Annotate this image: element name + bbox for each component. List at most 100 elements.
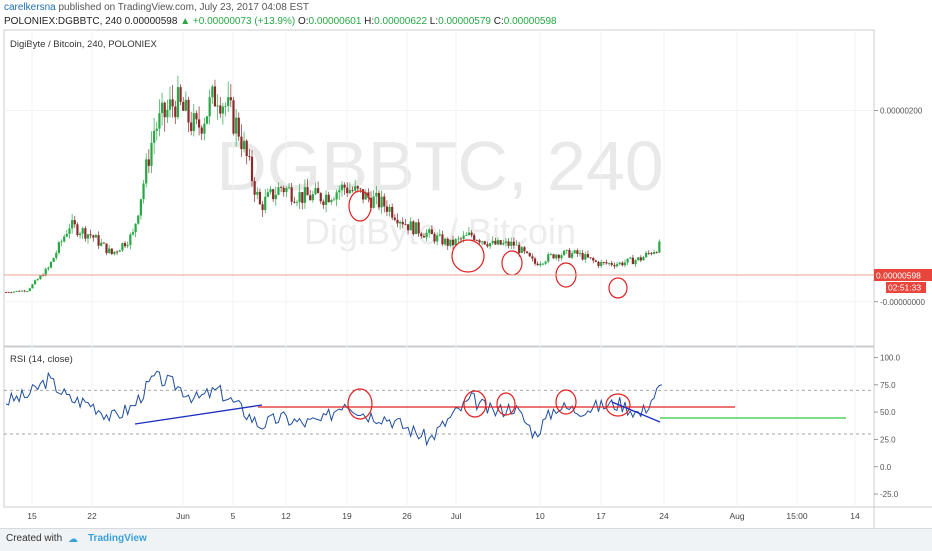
candle-body xyxy=(581,252,584,260)
candle-body xyxy=(518,244,521,253)
price-pane[interactable] xyxy=(3,29,875,347)
candle-body xyxy=(340,184,344,191)
candle-body xyxy=(338,190,341,193)
candle-body xyxy=(592,257,595,261)
candle-body xyxy=(457,238,460,240)
candle-body xyxy=(552,254,555,259)
candle-body xyxy=(443,238,447,245)
candle-body xyxy=(311,194,314,201)
candle-body xyxy=(486,244,489,247)
time-tick-label: Jul xyxy=(451,511,462,521)
candle-body xyxy=(142,183,145,200)
candle-body xyxy=(121,243,124,251)
candle-body xyxy=(433,234,436,242)
candle-body xyxy=(139,199,143,216)
candle-body xyxy=(568,249,571,258)
symbol-info: POLONIEX:DGBBTC, 240 0.00000598 ▲ +0.000… xyxy=(4,16,557,27)
rsi-uptrend-line xyxy=(134,404,263,425)
candle-body xyxy=(219,105,222,114)
candle-body xyxy=(102,242,105,244)
time-tick-label: 5 xyxy=(231,511,236,521)
price-circle-annotation xyxy=(348,190,372,222)
rsi-circle-annotation xyxy=(605,393,631,417)
candle-body xyxy=(613,264,616,267)
high-label: H: xyxy=(364,16,375,27)
candle-body xyxy=(586,254,590,258)
rsi-circle-annotation xyxy=(555,389,577,415)
candle-body xyxy=(459,238,463,240)
candle-body xyxy=(327,194,330,203)
rsi-circle-annotation xyxy=(463,390,487,418)
candle-body xyxy=(282,187,285,193)
candle-body xyxy=(166,109,169,118)
price-legend: DigiByte / Bitcoin, 240, POLONIEX xyxy=(10,39,157,50)
candle-body xyxy=(39,275,42,280)
time-tick-label: 19 xyxy=(342,511,352,521)
candle-body xyxy=(515,244,518,246)
candle-body xyxy=(388,207,391,212)
candle-body xyxy=(145,159,148,184)
candle-body xyxy=(86,234,90,239)
candle-body xyxy=(364,192,367,200)
candle-body xyxy=(470,232,473,236)
candle-body xyxy=(539,263,542,266)
candle-body xyxy=(274,194,277,200)
candle-body xyxy=(504,241,508,243)
candle-body xyxy=(224,105,227,107)
open-value: 0.00000601 xyxy=(308,16,362,27)
candle-body xyxy=(18,290,21,292)
candle-body xyxy=(647,252,650,254)
candle-body xyxy=(570,253,574,258)
candle-body xyxy=(89,234,92,236)
symbol-line: POLONIEX:DGBBTC, 240 0.00000598 xyxy=(4,16,178,27)
candle-body xyxy=(253,181,256,195)
candle-body xyxy=(171,99,174,107)
time-axis[interactable]: 15 22 Jun 5 12 19 26 Jul 10 17 24 Aug 15:00 14 xyxy=(27,511,860,521)
candle-body xyxy=(63,236,66,242)
candle-body xyxy=(100,242,103,246)
rsi-tick-label: 0.0 xyxy=(880,463,892,472)
tradingview-brand-link[interactable]: TradingView xyxy=(88,533,147,544)
candle-body xyxy=(401,221,404,225)
candle-body xyxy=(301,192,304,203)
candle-body xyxy=(213,86,217,107)
candle-body xyxy=(393,217,396,220)
author-link[interactable]: carelkersna xyxy=(4,2,56,13)
candle-body xyxy=(163,102,166,118)
candle-body xyxy=(203,123,206,134)
candle-body xyxy=(285,187,288,193)
candle-body xyxy=(436,235,439,242)
candle-body xyxy=(658,241,661,253)
rsi-axis[interactable]: 100.0 75.0 50.0 25.0 0.0 -25.0 xyxy=(874,353,901,499)
price-tick-label: -0.00000000 xyxy=(880,298,925,307)
candle-body xyxy=(10,292,13,294)
candle-body xyxy=(250,156,254,182)
candle-body xyxy=(637,257,640,261)
candle-body xyxy=(610,263,613,265)
candle-body xyxy=(150,142,153,166)
tradingview-cloud-icon[interactable]: ☁ xyxy=(68,534,78,545)
candle-body xyxy=(351,190,354,191)
rsi-tick-label: 75.0 xyxy=(880,381,896,390)
candle-body xyxy=(523,247,526,252)
candle-body xyxy=(380,196,383,208)
price-circle-annotation xyxy=(608,277,628,299)
price-tick-label: 0.00000200 xyxy=(880,107,923,116)
rsi-circle-annotation xyxy=(347,388,373,420)
candle-body xyxy=(494,240,497,245)
candle-body xyxy=(607,263,611,264)
time-tick-label: 26 xyxy=(402,511,412,521)
candle-body xyxy=(406,224,410,231)
publish-info: carelkersna published on TradingView.com… xyxy=(4,2,309,13)
candle-body xyxy=(645,252,648,258)
candle-body xyxy=(197,119,201,128)
price-axis[interactable]: 0.000028000.000026000.000024000.00002200… xyxy=(874,0,925,307)
candle-body xyxy=(118,250,121,252)
candle-body xyxy=(242,140,246,150)
candle-body xyxy=(55,252,58,258)
time-tick-label: 22 xyxy=(87,511,97,521)
candle-body xyxy=(240,136,243,150)
candle-body xyxy=(385,206,389,212)
candle-body xyxy=(317,188,320,194)
chart-canvas[interactable]: DGBBTC, 240 DigiByte / Bitcoin DigiByte … xyxy=(0,0,932,528)
